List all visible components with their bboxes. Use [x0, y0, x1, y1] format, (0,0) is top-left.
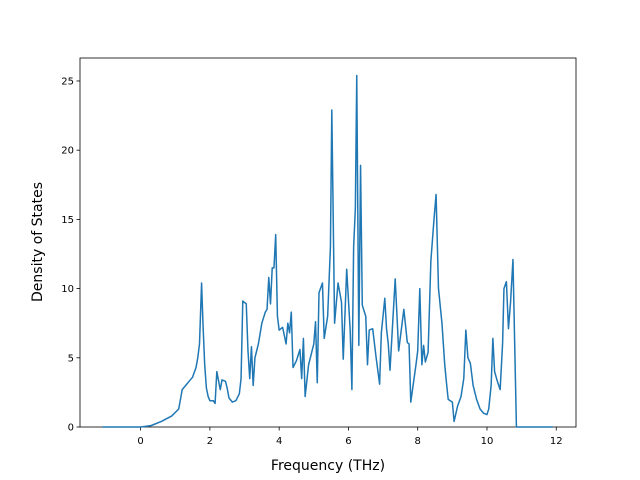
- y-tick-label: 10: [61, 284, 74, 295]
- x-tick-label: 2: [207, 436, 213, 447]
- x-tick-label: 10: [481, 436, 494, 447]
- x-axis-label: Frequency (THz): [271, 458, 385, 474]
- y-tick-label: 5: [68, 353, 74, 364]
- y-tick-label: 0: [68, 423, 74, 434]
- x-tick-label: 6: [345, 436, 351, 447]
- x-tick-label: 0: [137, 436, 143, 447]
- data-line: [102, 74, 553, 428]
- y-tick-label: 25: [61, 76, 74, 87]
- x-tick-label: 12: [550, 436, 563, 447]
- y-tick-label: 15: [61, 215, 74, 226]
- y-axis-label: Density of States: [30, 182, 46, 302]
- x-tick-label: 4: [276, 436, 282, 447]
- plot-frame: [79, 57, 577, 428]
- x-tick-label: 8: [415, 436, 421, 447]
- y-tick-label: 20: [61, 146, 74, 157]
